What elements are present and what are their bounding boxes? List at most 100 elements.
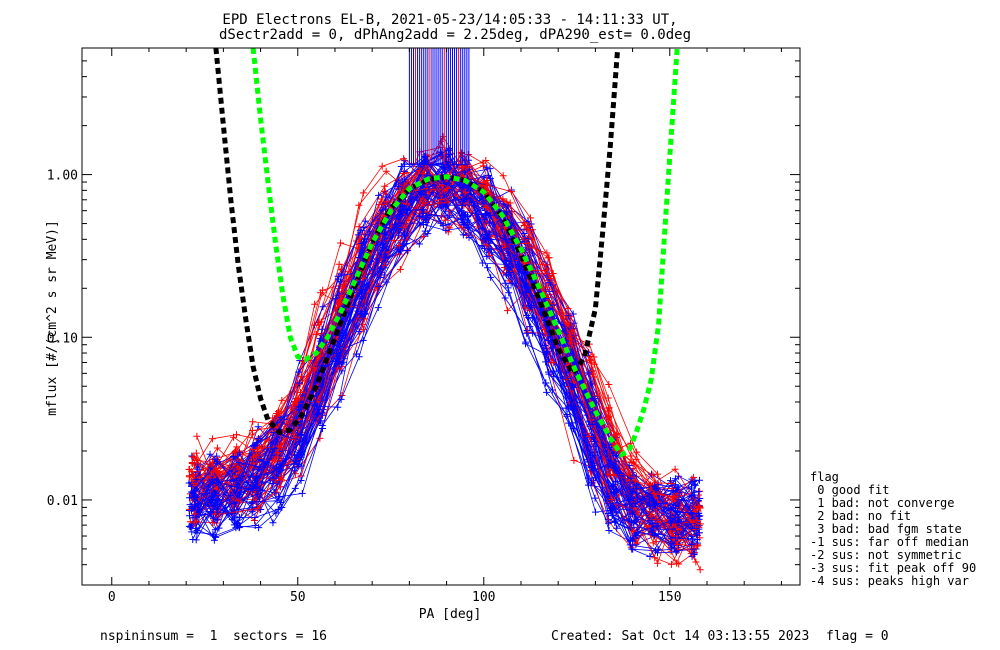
- data-point: [444, 213, 452, 221]
- data-point: [395, 231, 403, 239]
- data-point: [273, 419, 281, 427]
- data-point: [378, 195, 386, 203]
- data-point: [484, 172, 492, 180]
- data-point: [334, 403, 342, 411]
- data-point: [671, 534, 679, 542]
- data-point: [526, 214, 534, 222]
- data-point: [525, 222, 533, 230]
- data-point: [192, 475, 200, 483]
- data-point: [256, 463, 264, 471]
- data-point: [653, 522, 661, 530]
- data-point: [692, 558, 700, 566]
- data-point: [464, 183, 472, 191]
- data-point: [504, 284, 512, 292]
- data-point: [612, 517, 620, 525]
- data-point: [278, 503, 286, 511]
- data-point: [419, 209, 427, 217]
- data-point: [316, 434, 324, 442]
- legend-entry: 1 bad: not converge: [810, 496, 955, 510]
- data-point: [695, 476, 703, 484]
- data-point: [440, 191, 448, 199]
- data-point: [479, 162, 487, 170]
- data-point: [571, 403, 579, 411]
- data-point: [355, 353, 363, 361]
- data-point: [570, 383, 578, 391]
- data-point: [382, 223, 390, 231]
- data-point: [213, 516, 221, 524]
- data-point: [319, 286, 327, 294]
- data-point: [444, 185, 452, 193]
- data-point: [334, 272, 342, 280]
- data-point: [461, 168, 469, 176]
- data-point: [375, 283, 383, 291]
- data-point: [478, 242, 486, 250]
- data-point: [483, 177, 491, 185]
- spectrum-path: [195, 189, 693, 554]
- data-point: [633, 539, 641, 547]
- data-point: [210, 489, 218, 497]
- data-point: [605, 526, 613, 534]
- data-point: [612, 486, 620, 494]
- data-point: [336, 343, 344, 351]
- data-point: [528, 302, 536, 310]
- data-point: [654, 470, 662, 478]
- data-point: [396, 265, 404, 273]
- data-point: [188, 476, 196, 484]
- data-point: [690, 550, 698, 558]
- data-point: [189, 471, 197, 479]
- data-point: [400, 168, 408, 176]
- data-point: [379, 240, 387, 248]
- data-point: [672, 481, 680, 489]
- data-point: [213, 444, 221, 452]
- data-point: [524, 328, 532, 336]
- data-point: [381, 254, 389, 262]
- legend-entry: -3 sus: fit peak off 90: [810, 561, 976, 575]
- data-point: [605, 404, 613, 412]
- data-point: [564, 305, 572, 313]
- data-point: [654, 559, 662, 567]
- data-point: [483, 252, 491, 260]
- data-point: [359, 189, 367, 197]
- data-point: [520, 222, 528, 230]
- data-point: [673, 540, 681, 548]
- data-point: [667, 519, 675, 527]
- data-point: [611, 518, 619, 526]
- data-point: [396, 245, 404, 253]
- y-tick-label: 1.00: [47, 169, 78, 184]
- data-point: [549, 359, 557, 367]
- x-axis-label: PA [deg]: [419, 607, 482, 622]
- legend-entry: -4 sus: peaks high var: [810, 574, 969, 588]
- plot-frame: [81, 47, 801, 586]
- spectrum-path: [192, 185, 692, 537]
- data-point: [499, 172, 507, 180]
- data-point: [213, 466, 221, 474]
- data-point: [501, 294, 509, 302]
- data-point: [403, 247, 411, 255]
- data-point: [543, 283, 551, 291]
- data-point: [188, 528, 196, 536]
- data-point: [418, 206, 426, 214]
- data-point: [295, 403, 303, 411]
- data-point: [613, 431, 621, 439]
- data-point: [628, 545, 636, 553]
- data-point: [311, 401, 319, 409]
- data-point: [194, 465, 202, 473]
- data-point: [649, 539, 657, 547]
- data-point: [674, 507, 682, 515]
- data-point: [483, 264, 491, 272]
- data-point: [290, 460, 298, 468]
- data-point: [523, 329, 531, 337]
- data-point: [695, 503, 703, 511]
- data-point: [694, 509, 702, 517]
- data-point: [357, 310, 365, 318]
- spectrum-path: [192, 188, 693, 540]
- data-point: [520, 230, 528, 238]
- data-point: [253, 472, 261, 480]
- data-point: [647, 481, 655, 489]
- legend-entry: 2 bad: no fit: [810, 509, 911, 523]
- data-point: [382, 167, 390, 175]
- data-point: [439, 222, 447, 230]
- data-point: [421, 227, 429, 235]
- data-point: [191, 496, 199, 504]
- data-point: [690, 491, 698, 499]
